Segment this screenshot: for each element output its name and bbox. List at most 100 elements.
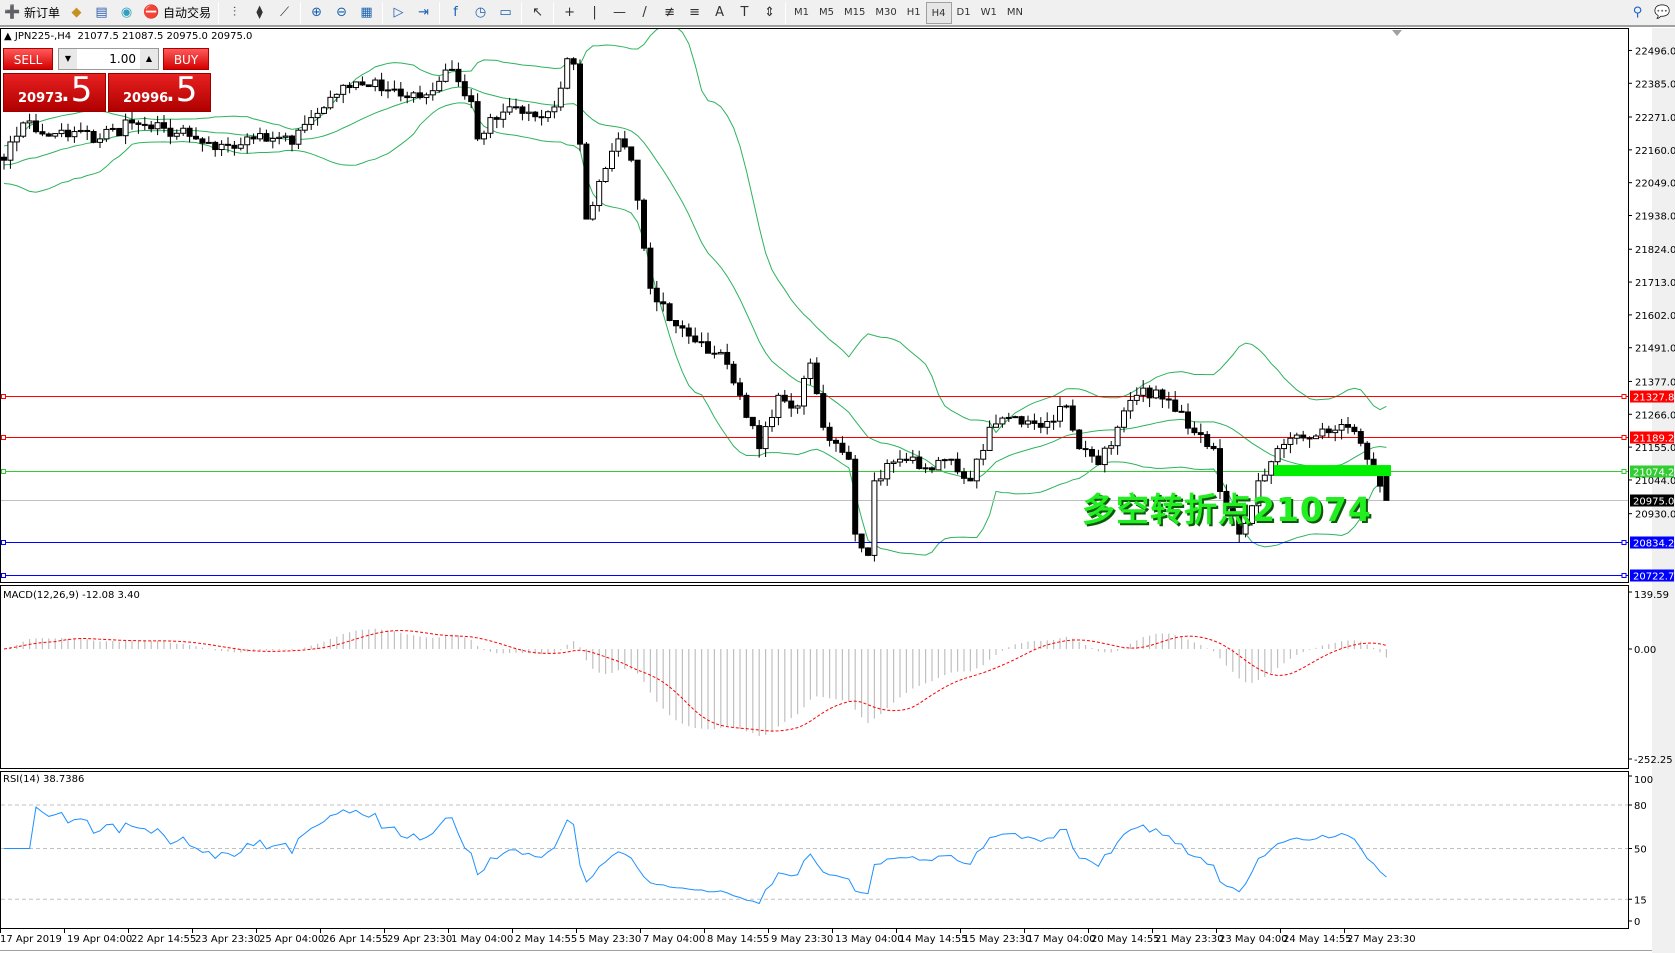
fibonacci-fan-button[interactable]: ≢ [657, 1, 682, 24]
bull-candle[interactable] [1242, 522, 1249, 535]
bull-candle[interactable] [557, 87, 564, 108]
bull-candle[interactable] [77, 129, 84, 133]
bear-candle[interactable] [653, 287, 660, 303]
bear-candle[interactable] [474, 101, 481, 140]
bull-candle[interactable] [1255, 480, 1262, 507]
timeframe-d1[interactable]: D1 [956, 6, 971, 18]
bear-candle[interactable] [954, 458, 961, 473]
bull-candle[interactable] [506, 106, 513, 113]
history-center-button[interactable]: ◆ [64, 1, 89, 24]
bear-candle[interactable] [903, 458, 910, 461]
text-label-button[interactable]: T [732, 1, 757, 24]
bear-candle[interactable] [583, 143, 590, 220]
bear-candle[interactable] [916, 456, 923, 469]
bear-candle[interactable] [116, 127, 123, 137]
bear-candle[interactable] [417, 92, 423, 99]
candlestick-button[interactable]: ⧫ [247, 1, 272, 24]
auto-scroll-button[interactable]: ▷ [386, 1, 411, 24]
bear-candle[interactable] [929, 467, 935, 471]
bull-candle[interactable] [993, 423, 999, 428]
bear-candle[interactable] [45, 133, 52, 137]
bear-candle[interactable] [1236, 514, 1243, 535]
bull-candle[interactable] [1063, 405, 1070, 408]
bull-candle[interactable] [385, 89, 391, 92]
bull-candle[interactable] [1050, 420, 1057, 423]
bear-candle[interactable] [967, 477, 974, 482]
buy-button[interactable]: BUY [163, 48, 209, 70]
bear-candle[interactable] [404, 95, 411, 99]
sell-button[interactable]: SELL [3, 48, 53, 70]
zoom-in-button[interactable]: ⊕ [304, 1, 329, 24]
bull-candle[interactable] [20, 122, 27, 137]
bear-candle[interactable] [673, 320, 679, 327]
bull-candle[interactable] [487, 117, 494, 134]
chart-shift-marker[interactable] [1392, 30, 1402, 36]
bull-candle[interactable] [1140, 387, 1147, 396]
bear-candle[interactable] [641, 199, 647, 249]
bull-candle[interactable] [13, 135, 20, 143]
level-handle[interactable] [1621, 435, 1627, 440]
bull-candle[interactable] [500, 111, 507, 120]
bull-candle[interactable] [717, 351, 724, 355]
bull-candle[interactable] [1025, 420, 1031, 425]
bear-candle[interactable] [692, 335, 699, 343]
level-handle[interactable] [1, 394, 6, 399]
lot-size-input[interactable]: ▼ 1.00 ▲ [58, 48, 159, 70]
bull-candle[interactable] [276, 136, 283, 139]
bull-candle[interactable] [525, 111, 532, 114]
bull-candle[interactable] [449, 68, 455, 71]
text-button[interactable]: A [707, 1, 732, 24]
timeframe-m30[interactable]: M30 [875, 6, 897, 18]
bear-candle[interactable] [1351, 426, 1358, 433]
bear-candle[interactable] [1082, 448, 1089, 451]
bull-candle[interactable] [122, 119, 129, 137]
bear-candle[interactable] [730, 363, 737, 384]
bear-candle[interactable] [858, 533, 865, 549]
timeframe-w1[interactable]: W1 [980, 6, 997, 18]
bull-candle[interactable] [410, 92, 417, 99]
bull-candle[interactable] [314, 112, 321, 119]
bull-candle[interactable] [877, 478, 884, 482]
bull-candle[interactable] [999, 417, 1006, 425]
bull-candle[interactable] [986, 426, 993, 451]
bull-candle[interactable] [1121, 410, 1127, 428]
bull-candle[interactable] [1005, 416, 1012, 419]
bull-candle[interactable] [897, 458, 903, 463]
bear-candle[interactable] [532, 111, 539, 118]
bull-candle[interactable] [442, 69, 449, 82]
bear-candle[interactable] [1178, 410, 1185, 413]
bear-candle[interactable] [397, 88, 404, 97]
bull-candle[interactable] [97, 138, 103, 143]
bull-candle[interactable] [762, 426, 769, 450]
bear-candle[interactable] [1364, 442, 1371, 460]
bull-candle[interactable] [205, 141, 212, 144]
market-watch-button[interactable]: ▤ [89, 1, 114, 24]
crosshair-button[interactable]: + [557, 1, 582, 24]
bull-candle[interactable] [1057, 406, 1063, 422]
bull-candle[interactable] [1153, 389, 1159, 399]
bull-candle[interactable] [109, 127, 116, 130]
bear-candle[interactable] [461, 81, 468, 97]
new-order-button[interactable]: ➕ 新订单 [0, 1, 64, 24]
bull-candle[interactable] [269, 137, 276, 142]
arrows-button[interactable]: ⇕ [757, 1, 782, 24]
bear-candle[interactable] [1204, 434, 1211, 447]
level-handle[interactable] [1, 573, 6, 578]
bear-candle[interactable] [225, 143, 231, 146]
bear-candle[interactable] [577, 63, 583, 145]
lot-increase-button[interactable]: ▲ [140, 49, 158, 69]
bear-candle[interactable] [865, 547, 871, 556]
bear-candle[interactable] [1300, 434, 1307, 439]
bull-candle[interactable] [1127, 399, 1134, 412]
bull-candle[interactable] [564, 58, 571, 89]
bear-candle[interactable] [538, 116, 545, 119]
bull-candle[interactable] [295, 129, 302, 145]
collapse-triangle-icon[interactable]: ▲ [4, 31, 12, 42]
bull-candle[interactable] [244, 136, 251, 146]
bull-candle[interactable] [596, 180, 603, 207]
bear-candle[interactable] [346, 84, 353, 89]
bull-candle[interactable] [1313, 435, 1319, 440]
bear-candle[interactable] [365, 84, 372, 88]
level-handle[interactable] [1621, 573, 1627, 578]
